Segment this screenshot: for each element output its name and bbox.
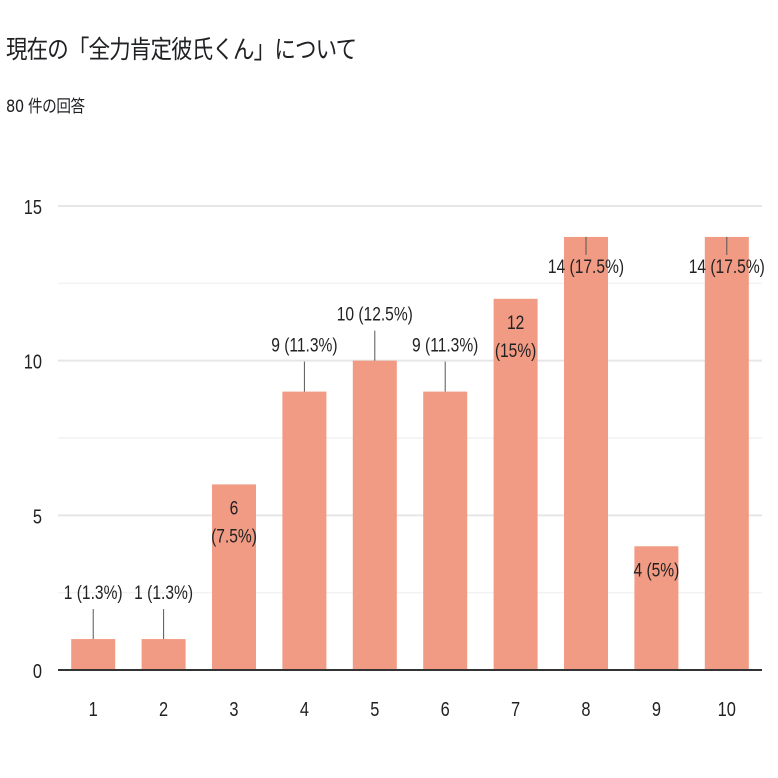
bar-4: [282, 391, 327, 670]
bar-1: [71, 639, 116, 670]
data-label-3: (7.5%): [211, 525, 257, 547]
y-tick-label: 0: [33, 659, 42, 682]
x-tick-label: 4: [300, 697, 309, 720]
bar-9: [634, 546, 679, 670]
x-tick-label: 10: [718, 697, 736, 720]
data-label-4: 9 (11.3%): [271, 334, 337, 356]
response-count: 80 件の回答: [6, 97, 85, 117]
y-tick-label: 5: [33, 505, 42, 528]
x-tick-label: 8: [581, 697, 590, 720]
x-tick-label: 6: [441, 697, 450, 720]
x-tick-label: 7: [511, 697, 520, 720]
bar-8: [564, 236, 608, 670]
bar-6: [423, 391, 468, 670]
data-label-5: 10 (12.5%): [337, 303, 413, 325]
data-label-1: 1 (1.3%): [64, 582, 123, 604]
x-tick-label: 2: [159, 697, 168, 720]
bar-10: [704, 236, 749, 670]
data-label-2: 1 (1.3%): [134, 582, 193, 604]
bar-5: [352, 360, 397, 670]
data-label-7: (15%): [495, 339, 537, 361]
x-tick-label: 3: [229, 697, 238, 720]
data-label-3: 6: [230, 497, 239, 519]
data-label-7: 12: [507, 311, 524, 333]
data-label-9: 4 (5%): [633, 559, 679, 581]
data-label-6: 9 (11.3%): [412, 334, 478, 356]
data-label-10: 14 (17.5%): [689, 255, 765, 277]
x-tick-label: 1: [89, 697, 98, 720]
bar-2: [141, 639, 186, 670]
page-title: 現在の「全力肯定彼氏くん」について: [6, 35, 357, 64]
data-label-8: 14 (17.5%): [548, 255, 624, 277]
y-tick-label: 15: [24, 195, 42, 218]
y-tick-label: 10: [24, 350, 42, 373]
bar-3: [212, 484, 256, 670]
x-tick-label: 9: [652, 697, 661, 720]
bar-7: [493, 298, 538, 670]
x-tick-label: 5: [370, 697, 379, 720]
